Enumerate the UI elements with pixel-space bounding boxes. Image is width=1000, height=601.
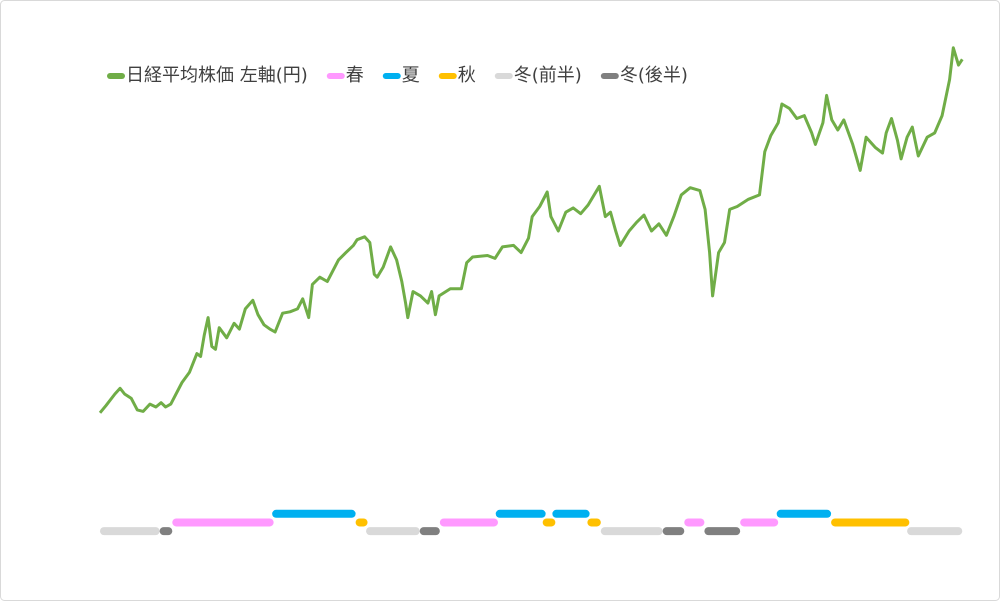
legend-label: 日経平均株価 左軸(円) [126,65,308,86]
legend-label: 冬(後半) [620,65,688,86]
legend-label: 春 [346,65,364,86]
price-line [98,46,964,414]
legend-label: 冬(前半) [514,65,582,86]
legend-label: 夏 [402,65,420,86]
legend-label: 秋 [458,65,476,86]
